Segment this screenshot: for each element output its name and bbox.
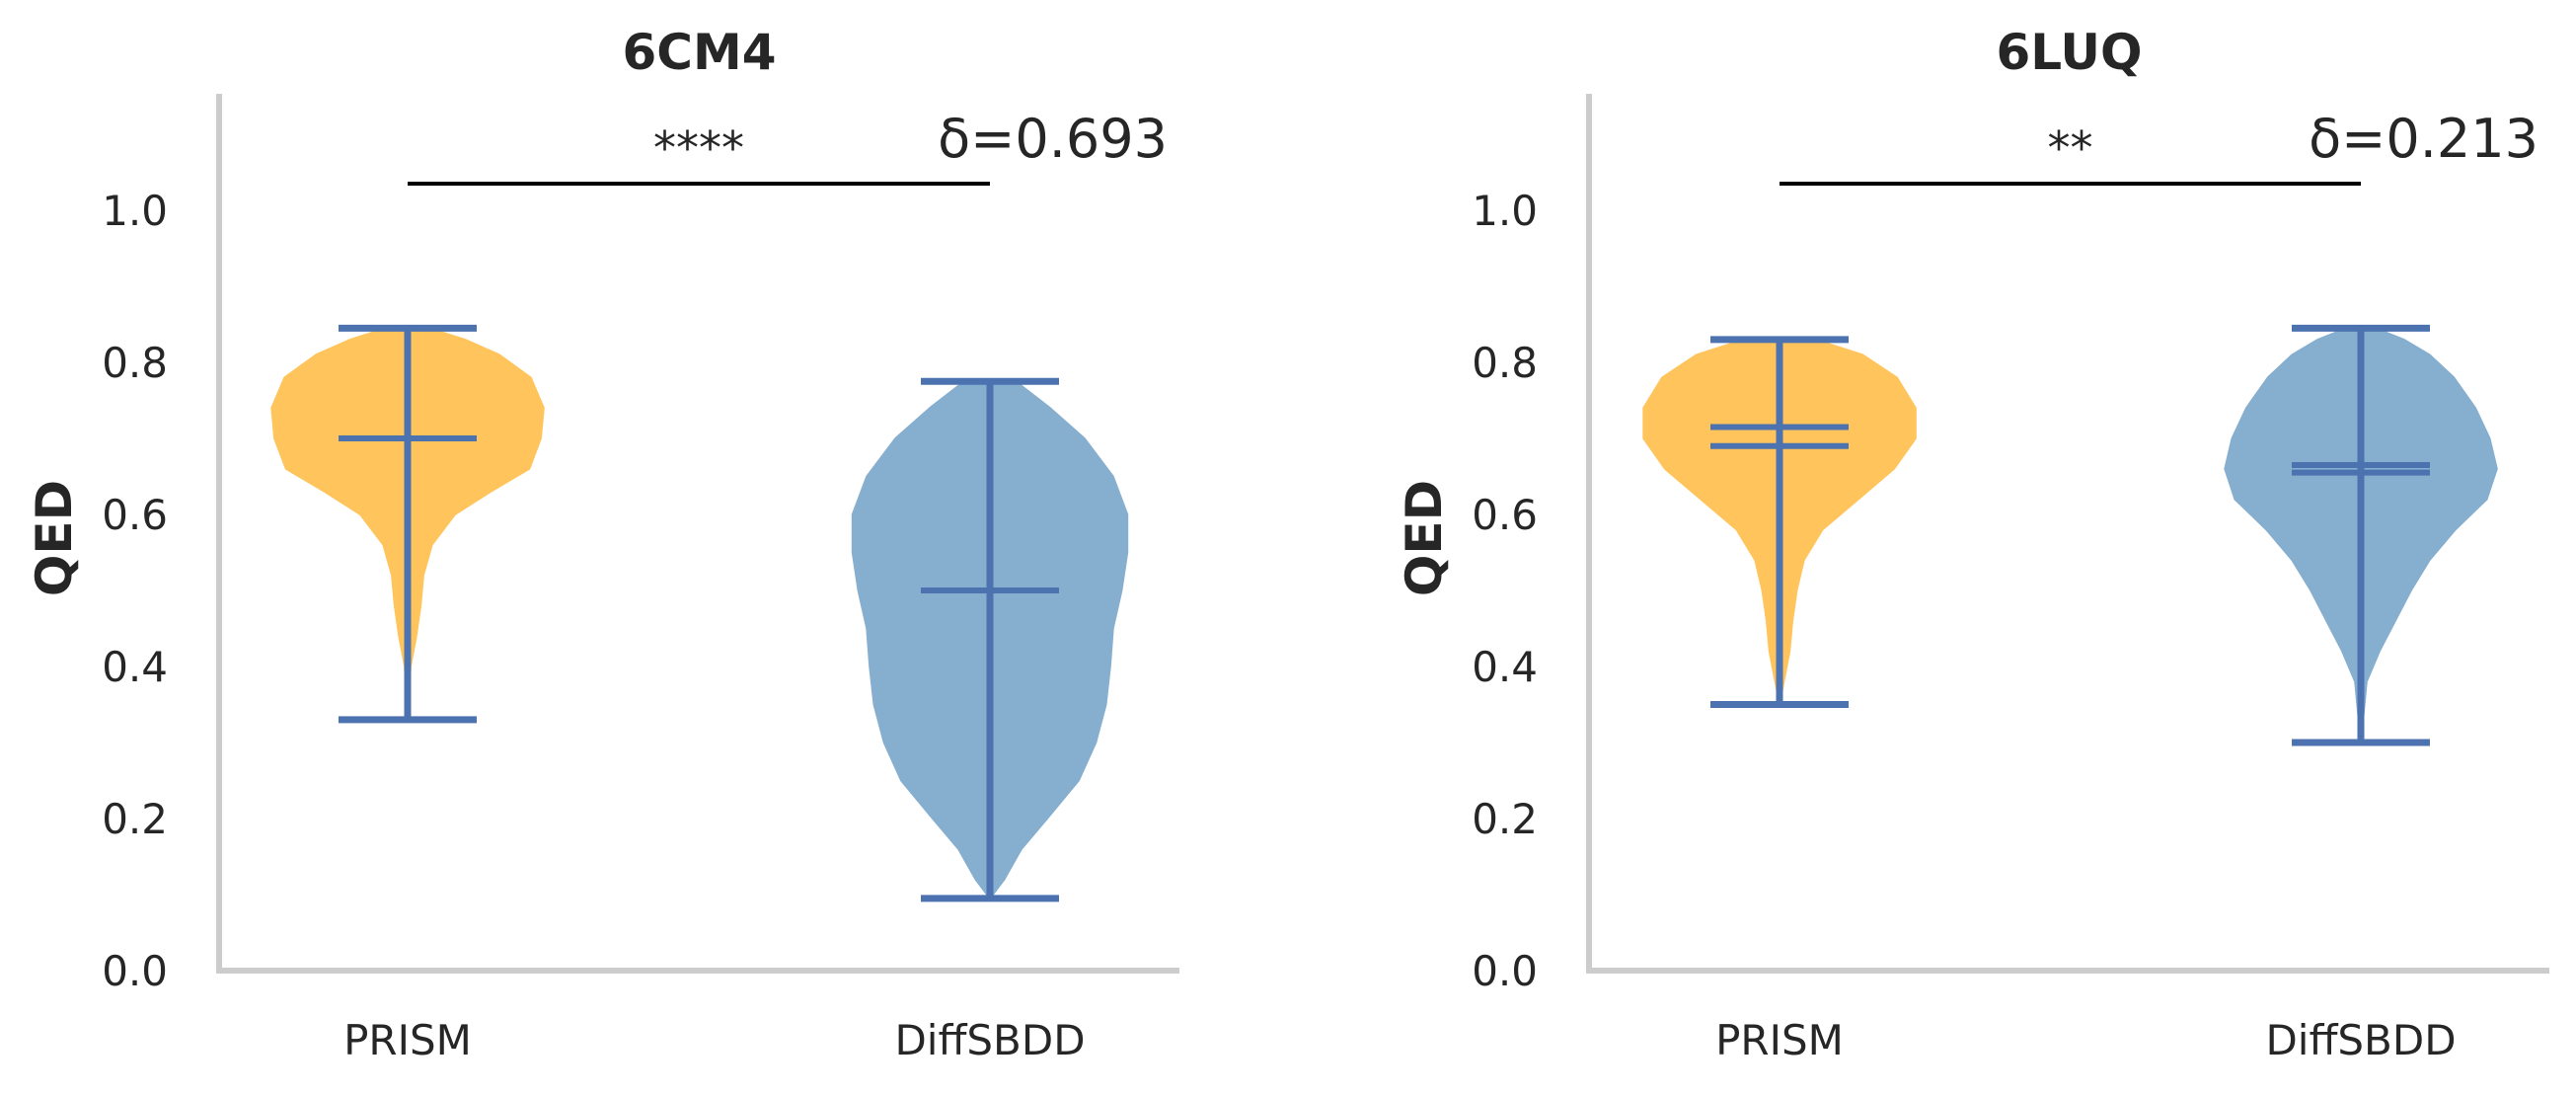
- effect-size-label: δ=0.213: [2309, 108, 2538, 170]
- y-axis-label: QED: [1396, 480, 1453, 596]
- x-tick-label: DiffSBDD: [2265, 1016, 2456, 1064]
- chart-title: 6LUQ: [1997, 24, 2143, 81]
- x-tick-label: PRISM: [1715, 1016, 1844, 1064]
- y-tick-label: 0.8: [102, 339, 168, 387]
- effect-size-label: δ=0.693: [938, 108, 1168, 170]
- y-tick-label: 0.2: [102, 795, 168, 843]
- x-tick-label: PRISM: [343, 1016, 472, 1064]
- panel-1: 6LUQ QED 0.0 0.2 0.4 0.6 0.8 1.0 PRISM DiffSBDD **…: [1396, 24, 2549, 1064]
- y-tick-label: 0.4: [102, 643, 168, 691]
- y-tick-label: 0.6: [1472, 491, 1538, 539]
- y-tick-label: 0.4: [1472, 643, 1538, 691]
- y-tick-label: 0.2: [1472, 795, 1538, 843]
- y-tick-label: 1.0: [1472, 187, 1538, 235]
- y-tick-label: 0.0: [1472, 947, 1538, 995]
- y-tick-label: 1.0: [102, 187, 168, 235]
- significance-stars: ****: [653, 121, 744, 175]
- chart-title: 6CM4: [622, 24, 776, 81]
- y-tick-label: 0.6: [102, 491, 168, 539]
- y-axis-label: QED: [26, 480, 83, 596]
- x-tick-label: DiffSBDD: [894, 1016, 1085, 1064]
- y-tick-label: 0.8: [1472, 339, 1538, 387]
- significance-stars: **: [2048, 121, 2093, 175]
- panel-0: 6CM4 QED 0.0 0.2 0.4 0.6 0.8 1.0 PRISM DiffSBDD **…: [26, 24, 1179, 1064]
- y-tick-label: 0.0: [102, 947, 168, 995]
